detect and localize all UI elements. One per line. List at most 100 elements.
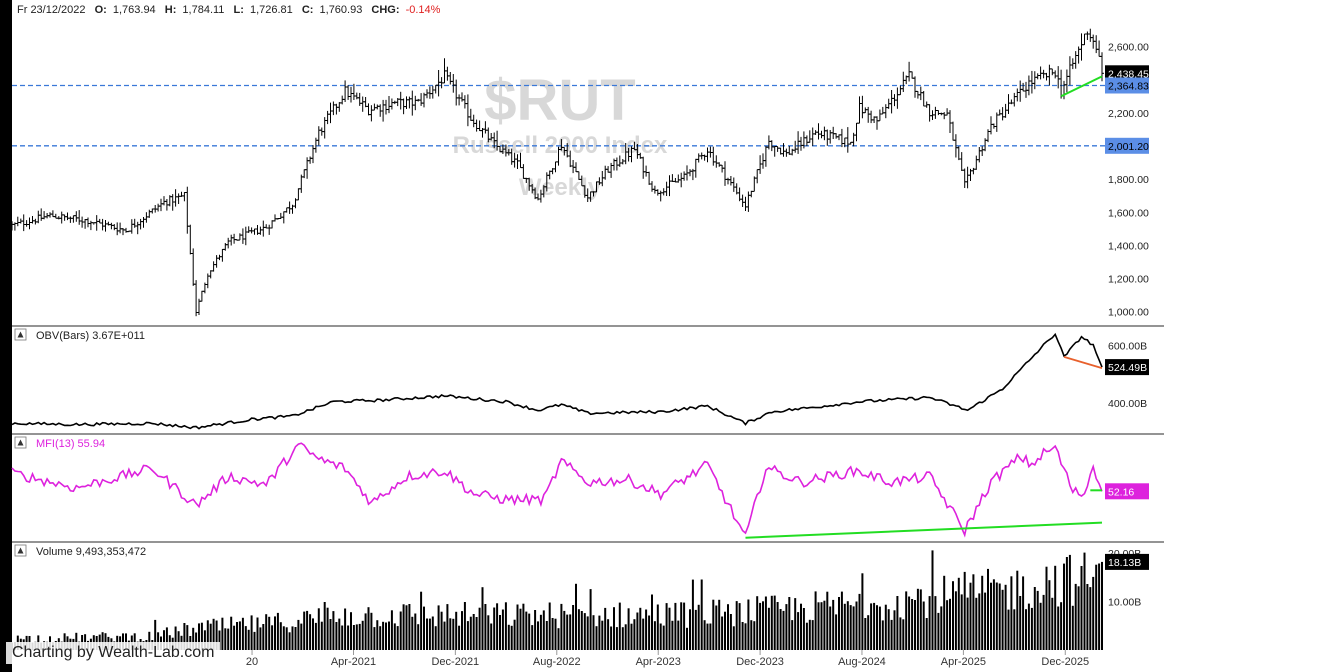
price-bar: [62, 214, 67, 221]
price-bar: [933, 106, 938, 119]
volume-bar: [449, 618, 452, 650]
price-bar: [723, 161, 727, 186]
price-bar: [839, 128, 844, 148]
volume-bar: [604, 607, 607, 650]
price-bar: [553, 161, 558, 173]
volume-bar: [461, 611, 463, 650]
price-bar: [1073, 51, 1078, 69]
volume-bar: [519, 608, 522, 650]
price-bar: [831, 126, 836, 139]
triangle-up-icon: [17, 439, 24, 446]
volume-bar: [306, 610, 309, 650]
volume-bar: [914, 600, 916, 650]
price-bar: [1003, 103, 1008, 118]
volume-bar: [262, 624, 265, 650]
price-bar: [743, 196, 748, 211]
volume-bar: [256, 617, 259, 650]
volume-bar: [157, 632, 160, 650]
price-bar: [758, 155, 763, 174]
volume-bar: [276, 612, 279, 650]
obv-divergence-trendline: [1063, 356, 1103, 370]
volume-bar: [303, 611, 306, 650]
volume-bar: [443, 621, 446, 650]
price-bar: [267, 224, 272, 235]
volume-bar: [659, 623, 662, 650]
price-bar: [278, 212, 283, 219]
volume-bar: [922, 601, 925, 650]
volume-bar: [946, 600, 949, 650]
price-bar: [30, 216, 35, 224]
volume-bar: [689, 609, 691, 650]
volume-bar: [259, 627, 262, 650]
price-bar: [100, 218, 105, 231]
volume-bar: [1086, 584, 1089, 650]
date-axis-label: Apr-2025: [941, 656, 986, 668]
price-bar: [901, 71, 906, 92]
price-bar: [889, 90, 894, 114]
price-bar: [1088, 28, 1093, 42]
price-bar: [834, 133, 839, 139]
volume-bar: [300, 623, 303, 650]
price-bar: [115, 222, 120, 236]
price-bar: [883, 104, 888, 119]
volume-bar: [250, 615, 253, 650]
volume-bar: [721, 616, 724, 650]
price-bar: [129, 219, 134, 234]
volume-bar: [493, 607, 496, 650]
price-bar: [793, 140, 798, 153]
volume-bar: [399, 611, 402, 650]
price-bar: [68, 216, 73, 223]
price-bar: [270, 220, 275, 229]
volume-bar: [385, 622, 387, 650]
volume-bar: [236, 622, 238, 650]
price-bar: [369, 105, 374, 122]
price-bar: [232, 233, 237, 244]
obv-collapse-toggle[interactable]: [14, 328, 27, 341]
volume-bar: [186, 625, 189, 650]
date-axis-label: Apr-2023: [636, 656, 681, 668]
volume-bar: [545, 621, 548, 650]
volume-bar: [364, 613, 367, 650]
price-bar: [237, 233, 242, 241]
volume-bar: [668, 607, 671, 650]
volume-bar: [63, 633, 66, 650]
volume-bar: [949, 598, 951, 650]
obv-pane-title: OBV(Bars) 3.67E+011: [36, 330, 145, 342]
volume-bar: [294, 627, 297, 650]
price-bar: [112, 224, 117, 231]
volume-bar: [957, 577, 960, 650]
volume-bar: [440, 611, 443, 650]
price-bar: [860, 95, 865, 119]
volume-bar: [1039, 602, 1042, 650]
volume-bar: [177, 631, 180, 650]
volume-bar: [206, 620, 209, 650]
price-bar: [477, 120, 482, 132]
price-bar: [109, 222, 114, 230]
volume-bar: [224, 628, 227, 650]
volume-last-value-tag-label: 18.13B: [1108, 557, 1141, 569]
price-bar: [772, 146, 777, 157]
volume-collapse-toggle[interactable]: [14, 544, 27, 557]
volume-bar: [615, 627, 618, 650]
price-bar: [720, 164, 725, 173]
mfi-collapse-toggle[interactable]: [14, 436, 27, 449]
price-bar: [340, 95, 345, 105]
price-bar: [962, 168, 967, 188]
volume-bar: [376, 620, 379, 650]
price-bar: [1018, 80, 1023, 102]
volume-bar: [560, 603, 563, 650]
volume-bar: [1057, 606, 1060, 650]
price-bar: [42, 211, 47, 220]
price-bar: [226, 237, 231, 249]
price-bar: [641, 156, 646, 179]
volume-bar: [382, 621, 385, 650]
volume-bar: [355, 624, 358, 650]
obv-last-value-tag-label: 524.49B: [1108, 362, 1147, 374]
volume-bar: [279, 622, 282, 650]
price-bar: [728, 176, 733, 186]
volume-bar: [873, 602, 876, 650]
volume-bar: [686, 627, 688, 650]
volume-bar: [972, 574, 975, 650]
volume-bar: [75, 632, 78, 650]
